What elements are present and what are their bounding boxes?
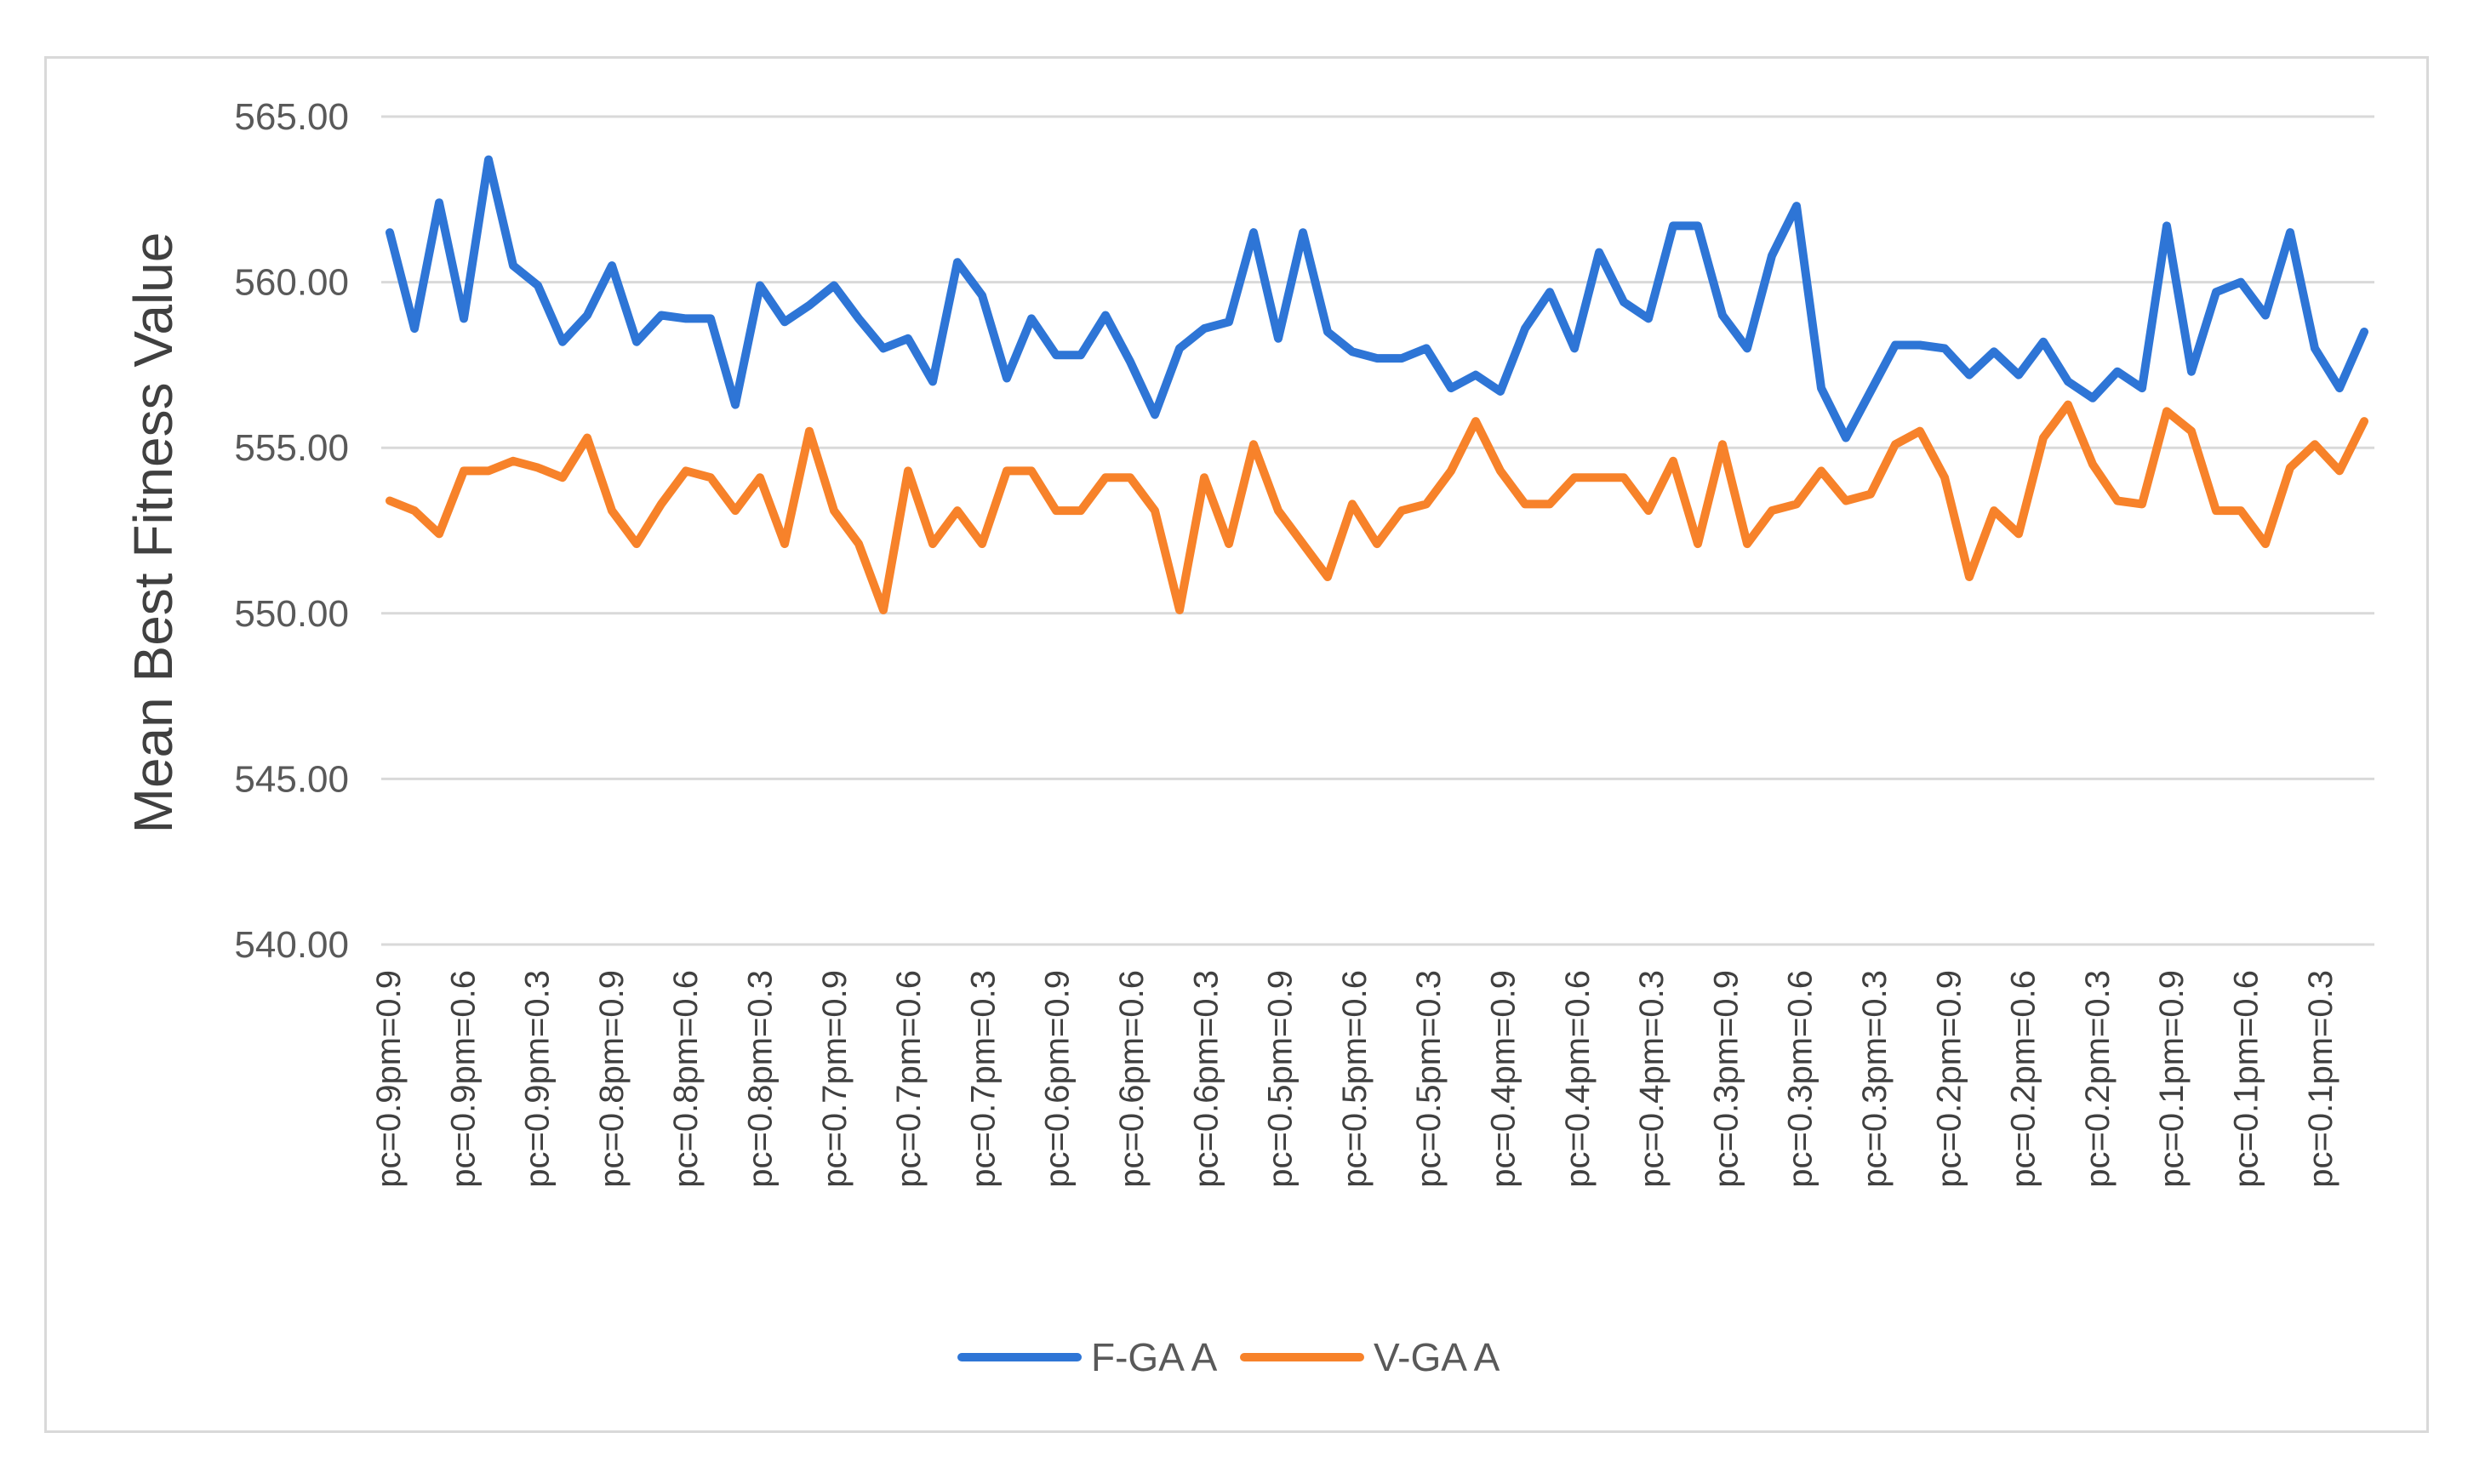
series-f-ga-a: [386, 155, 2368, 442]
legend-item-fga: F-GA A: [957, 1335, 1218, 1379]
x-tick-label: pc=0.1pm=0.6: [2228, 970, 2265, 1188]
series-lines: [386, 155, 2368, 614]
x-tick-label: pc=0.8pm=0.3: [742, 970, 780, 1188]
y-tick-label: 555.00: [234, 427, 349, 469]
x-tick-label: pc=0.8pm=0.9: [593, 970, 631, 1188]
x-tick-label: pc=0.6pm=0.3: [1187, 970, 1225, 1188]
legend-label-vga: V-GA A: [1374, 1335, 1500, 1379]
x-tick-label: pc=0.1pm=0.3: [2302, 970, 2339, 1188]
x-tick-label: pc=0.5pm=0.3: [1410, 970, 1448, 1188]
y-tick-label: 560.00: [234, 262, 349, 304]
x-tick-label: pc=0.4pm=0.9: [1485, 970, 1523, 1188]
x-tick-label: pc=0.3pm=0.6: [1782, 970, 1820, 1188]
gridlines: [381, 115, 2374, 946]
x-tick-label: pc=0.1pm=0.9: [2153, 970, 2191, 1188]
x-tick-label: pc=0.9pm=0.6: [444, 970, 482, 1188]
series-line: [386, 400, 2368, 614]
x-tick-label: pc=0.5pm=0.6: [1336, 970, 1374, 1188]
x-tick-label: pc=0.7pm=0.3: [964, 970, 1002, 1188]
x-tick-label: pc=0.6pm=0.6: [1113, 970, 1151, 1188]
x-tick-label: pc=0.8pm=0.6: [667, 970, 705, 1188]
x-tick-label: pc=0.7pm=0.9: [816, 970, 854, 1188]
x-tick-label: pc=0.6pm=0.9: [1039, 970, 1077, 1188]
y-tick-label: 540.00: [234, 924, 349, 966]
x-tick-label: pc=0.7pm=0.6: [890, 970, 928, 1188]
series-v-ga-a: [386, 400, 2368, 614]
x-tick-label: pc=0.3pm=0.9: [1707, 970, 1745, 1188]
y-axis-ticks: 540.00 545.00 550.00 555.00 560.00 565.00: [234, 96, 349, 966]
x-tick-label: pc=0.4pm=0.3: [1633, 970, 1671, 1188]
x-tick-label: pc=0.2pm=0.3: [2079, 970, 2117, 1188]
y-tick-label: 550.00: [234, 593, 349, 635]
x-tick-label: pc=0.2pm=0.6: [2005, 970, 2042, 1188]
x-tick-label: pc=0.9pm=0.3: [519, 970, 557, 1188]
series-line: [386, 155, 2368, 442]
x-tick-label: pc=0.9pm=0.9: [370, 970, 408, 1188]
x-tick-label: pc=0.3pm=0.3: [1856, 970, 1894, 1188]
y-axis-title: Mean Best Fitness Value: [123, 232, 184, 834]
legend-item-vga: V-GA A: [1240, 1335, 1500, 1379]
x-tick-label: pc=0.4pm=0.6: [1559, 970, 1597, 1188]
y-tick-label: 565.00: [234, 96, 349, 138]
x-tick-label: pc=0.2pm=0.9: [1930, 970, 1968, 1188]
legend-label-fga: F-GA A: [1091, 1335, 1218, 1379]
legend: F-GA A V-GA A: [957, 1335, 1500, 1379]
x-axis-ticks: pc=0.9pm=0.9 pc=0.9pm=0.6 pc=0.9pm=0.3 pc=0…: [370, 970, 2339, 1188]
x-tick-label: pc=0.5pm=0.9: [1262, 970, 1300, 1188]
y-tick-label: 545.00: [234, 758, 349, 800]
